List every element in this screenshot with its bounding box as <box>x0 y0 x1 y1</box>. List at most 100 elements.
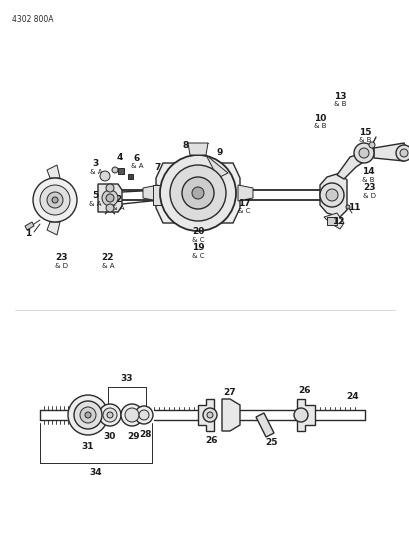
Text: 11: 11 <box>347 203 360 212</box>
Text: & D: & D <box>55 263 68 269</box>
Circle shape <box>107 412 113 418</box>
Text: & C: & C <box>237 208 249 214</box>
Text: 33: 33 <box>121 375 133 384</box>
Text: 30: 30 <box>103 432 116 441</box>
Polygon shape <box>205 155 227 178</box>
Polygon shape <box>323 213 343 229</box>
Circle shape <box>191 187 204 199</box>
Polygon shape <box>118 168 124 174</box>
Circle shape <box>47 192 63 208</box>
Text: & C: & C <box>191 237 204 243</box>
Text: 18: 18 <box>191 190 204 198</box>
Polygon shape <box>153 185 162 205</box>
Polygon shape <box>198 399 213 431</box>
Text: 27: 27 <box>223 389 236 398</box>
Circle shape <box>135 406 153 424</box>
Text: & D: & D <box>363 193 375 199</box>
Text: 7: 7 <box>155 164 161 173</box>
Polygon shape <box>98 184 122 212</box>
Text: 10: 10 <box>313 114 326 123</box>
Circle shape <box>106 184 114 192</box>
Polygon shape <box>255 413 273 437</box>
Circle shape <box>112 167 118 173</box>
Circle shape <box>33 178 77 222</box>
Circle shape <box>319 183 343 207</box>
Circle shape <box>106 194 114 202</box>
Circle shape <box>68 395 108 435</box>
Circle shape <box>74 401 102 429</box>
Text: 4302 800A: 4302 800A <box>12 15 53 24</box>
Text: 15: 15 <box>358 127 370 136</box>
Polygon shape <box>47 165 60 178</box>
Text: & A: & A <box>88 201 101 207</box>
Circle shape <box>202 408 216 422</box>
Text: 28: 28 <box>139 431 152 440</box>
Text: 25: 25 <box>265 439 278 448</box>
Text: 8: 8 <box>182 141 189 149</box>
Circle shape <box>182 177 213 209</box>
Circle shape <box>102 190 118 206</box>
Circle shape <box>99 404 121 426</box>
Text: 34: 34 <box>90 469 102 478</box>
Polygon shape <box>221 399 239 431</box>
Text: 24: 24 <box>346 392 358 401</box>
Circle shape <box>103 408 117 422</box>
Circle shape <box>353 143 373 163</box>
Circle shape <box>368 142 374 148</box>
Text: 3: 3 <box>93 159 99 168</box>
Text: 1: 1 <box>25 230 31 238</box>
Text: & A: & A <box>90 169 102 175</box>
Polygon shape <box>296 399 314 431</box>
Circle shape <box>40 185 70 215</box>
Text: 13: 13 <box>333 92 346 101</box>
Text: & B: & B <box>313 123 326 129</box>
Polygon shape <box>47 222 60 235</box>
Circle shape <box>106 204 114 212</box>
Polygon shape <box>155 163 239 223</box>
Text: 20: 20 <box>191 228 204 237</box>
Circle shape <box>170 165 225 221</box>
Circle shape <box>207 412 213 418</box>
Text: 19: 19 <box>191 244 204 253</box>
Circle shape <box>80 407 96 423</box>
Text: 14: 14 <box>361 167 373 176</box>
Polygon shape <box>25 222 34 230</box>
Text: 4: 4 <box>117 152 123 161</box>
Circle shape <box>395 145 409 161</box>
Text: 29: 29 <box>127 432 140 441</box>
Text: 17: 17 <box>237 198 250 207</box>
Text: 9: 9 <box>216 148 222 157</box>
Text: 12: 12 <box>331 217 344 227</box>
Circle shape <box>325 189 337 201</box>
Text: & A: & A <box>112 205 124 211</box>
Text: 26: 26 <box>205 437 218 446</box>
Circle shape <box>85 412 91 418</box>
Text: & B: & B <box>361 177 373 183</box>
Circle shape <box>121 404 143 426</box>
Circle shape <box>100 171 110 181</box>
Circle shape <box>358 148 368 158</box>
Polygon shape <box>188 143 207 155</box>
Circle shape <box>399 149 407 157</box>
Polygon shape <box>128 174 133 179</box>
Polygon shape <box>326 217 336 225</box>
Text: 6: 6 <box>134 154 140 163</box>
Text: & A: & A <box>101 263 114 269</box>
Circle shape <box>125 408 139 422</box>
Circle shape <box>52 197 58 203</box>
Text: 23: 23 <box>363 183 375 192</box>
Polygon shape <box>336 153 367 179</box>
Polygon shape <box>373 143 405 161</box>
Polygon shape <box>143 185 157 201</box>
Text: 5: 5 <box>92 191 98 200</box>
Text: & B: & B <box>358 137 370 143</box>
Text: 31: 31 <box>81 442 94 451</box>
Text: 26: 26 <box>298 386 310 395</box>
Polygon shape <box>237 185 252 201</box>
Text: & C: & C <box>191 253 204 259</box>
Text: 23: 23 <box>56 254 68 262</box>
Circle shape <box>293 408 307 422</box>
Circle shape <box>139 410 148 420</box>
Circle shape <box>345 205 349 209</box>
Text: 22: 22 <box>101 254 114 262</box>
